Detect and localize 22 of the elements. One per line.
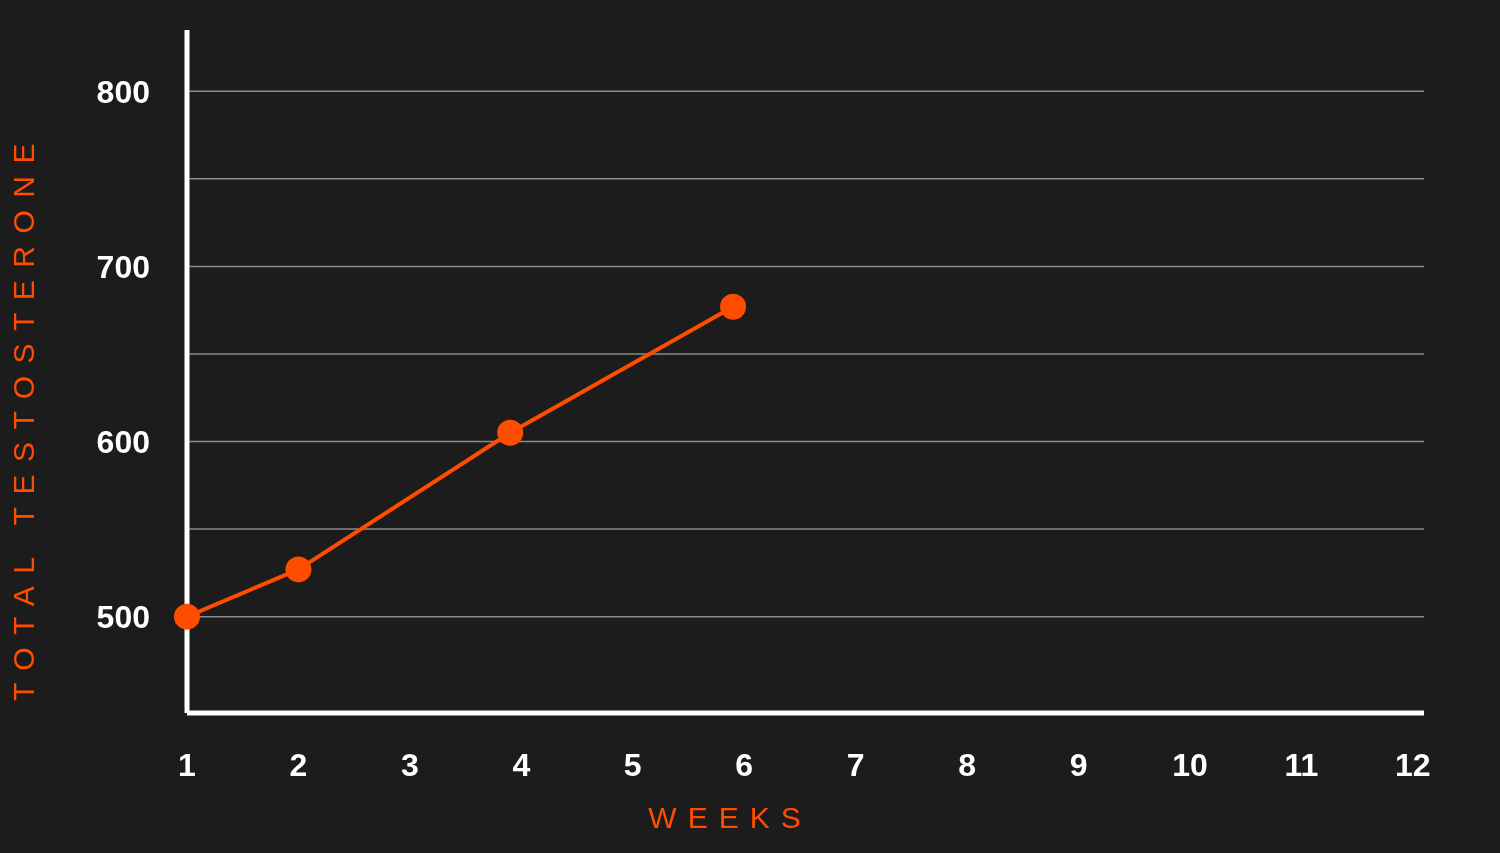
x-tick-label: 11 [1284,746,1319,783]
x-tick-label: 5 [623,746,642,783]
x-tick-label: 1 [178,746,196,783]
x-tick-label: 2 [289,746,308,783]
point [174,603,200,630]
x-tick-label: 3 [400,746,419,783]
y-tick-label: 700 [96,248,150,285]
y-tick-label: 800 [96,73,150,110]
x-tick-label: 10 [1172,746,1208,783]
point [497,419,524,446]
x-axis-title: WEEKS [648,801,812,834]
point [720,293,747,320]
x-tick-label: 12 [1395,746,1431,783]
y-tick-label: 500 [96,599,150,636]
x-tick-label: 8 [958,746,976,783]
x-tick-label: 4 [512,746,531,783]
y-tick-label: 600 [96,423,150,460]
point [285,556,312,583]
x-tick-label: 7 [846,746,865,783]
y-axis-title: TOTAL TESTOSTERONE [7,130,40,702]
x-tick-label: 9 [1069,746,1088,783]
x-tick-label: 6 [735,746,754,783]
